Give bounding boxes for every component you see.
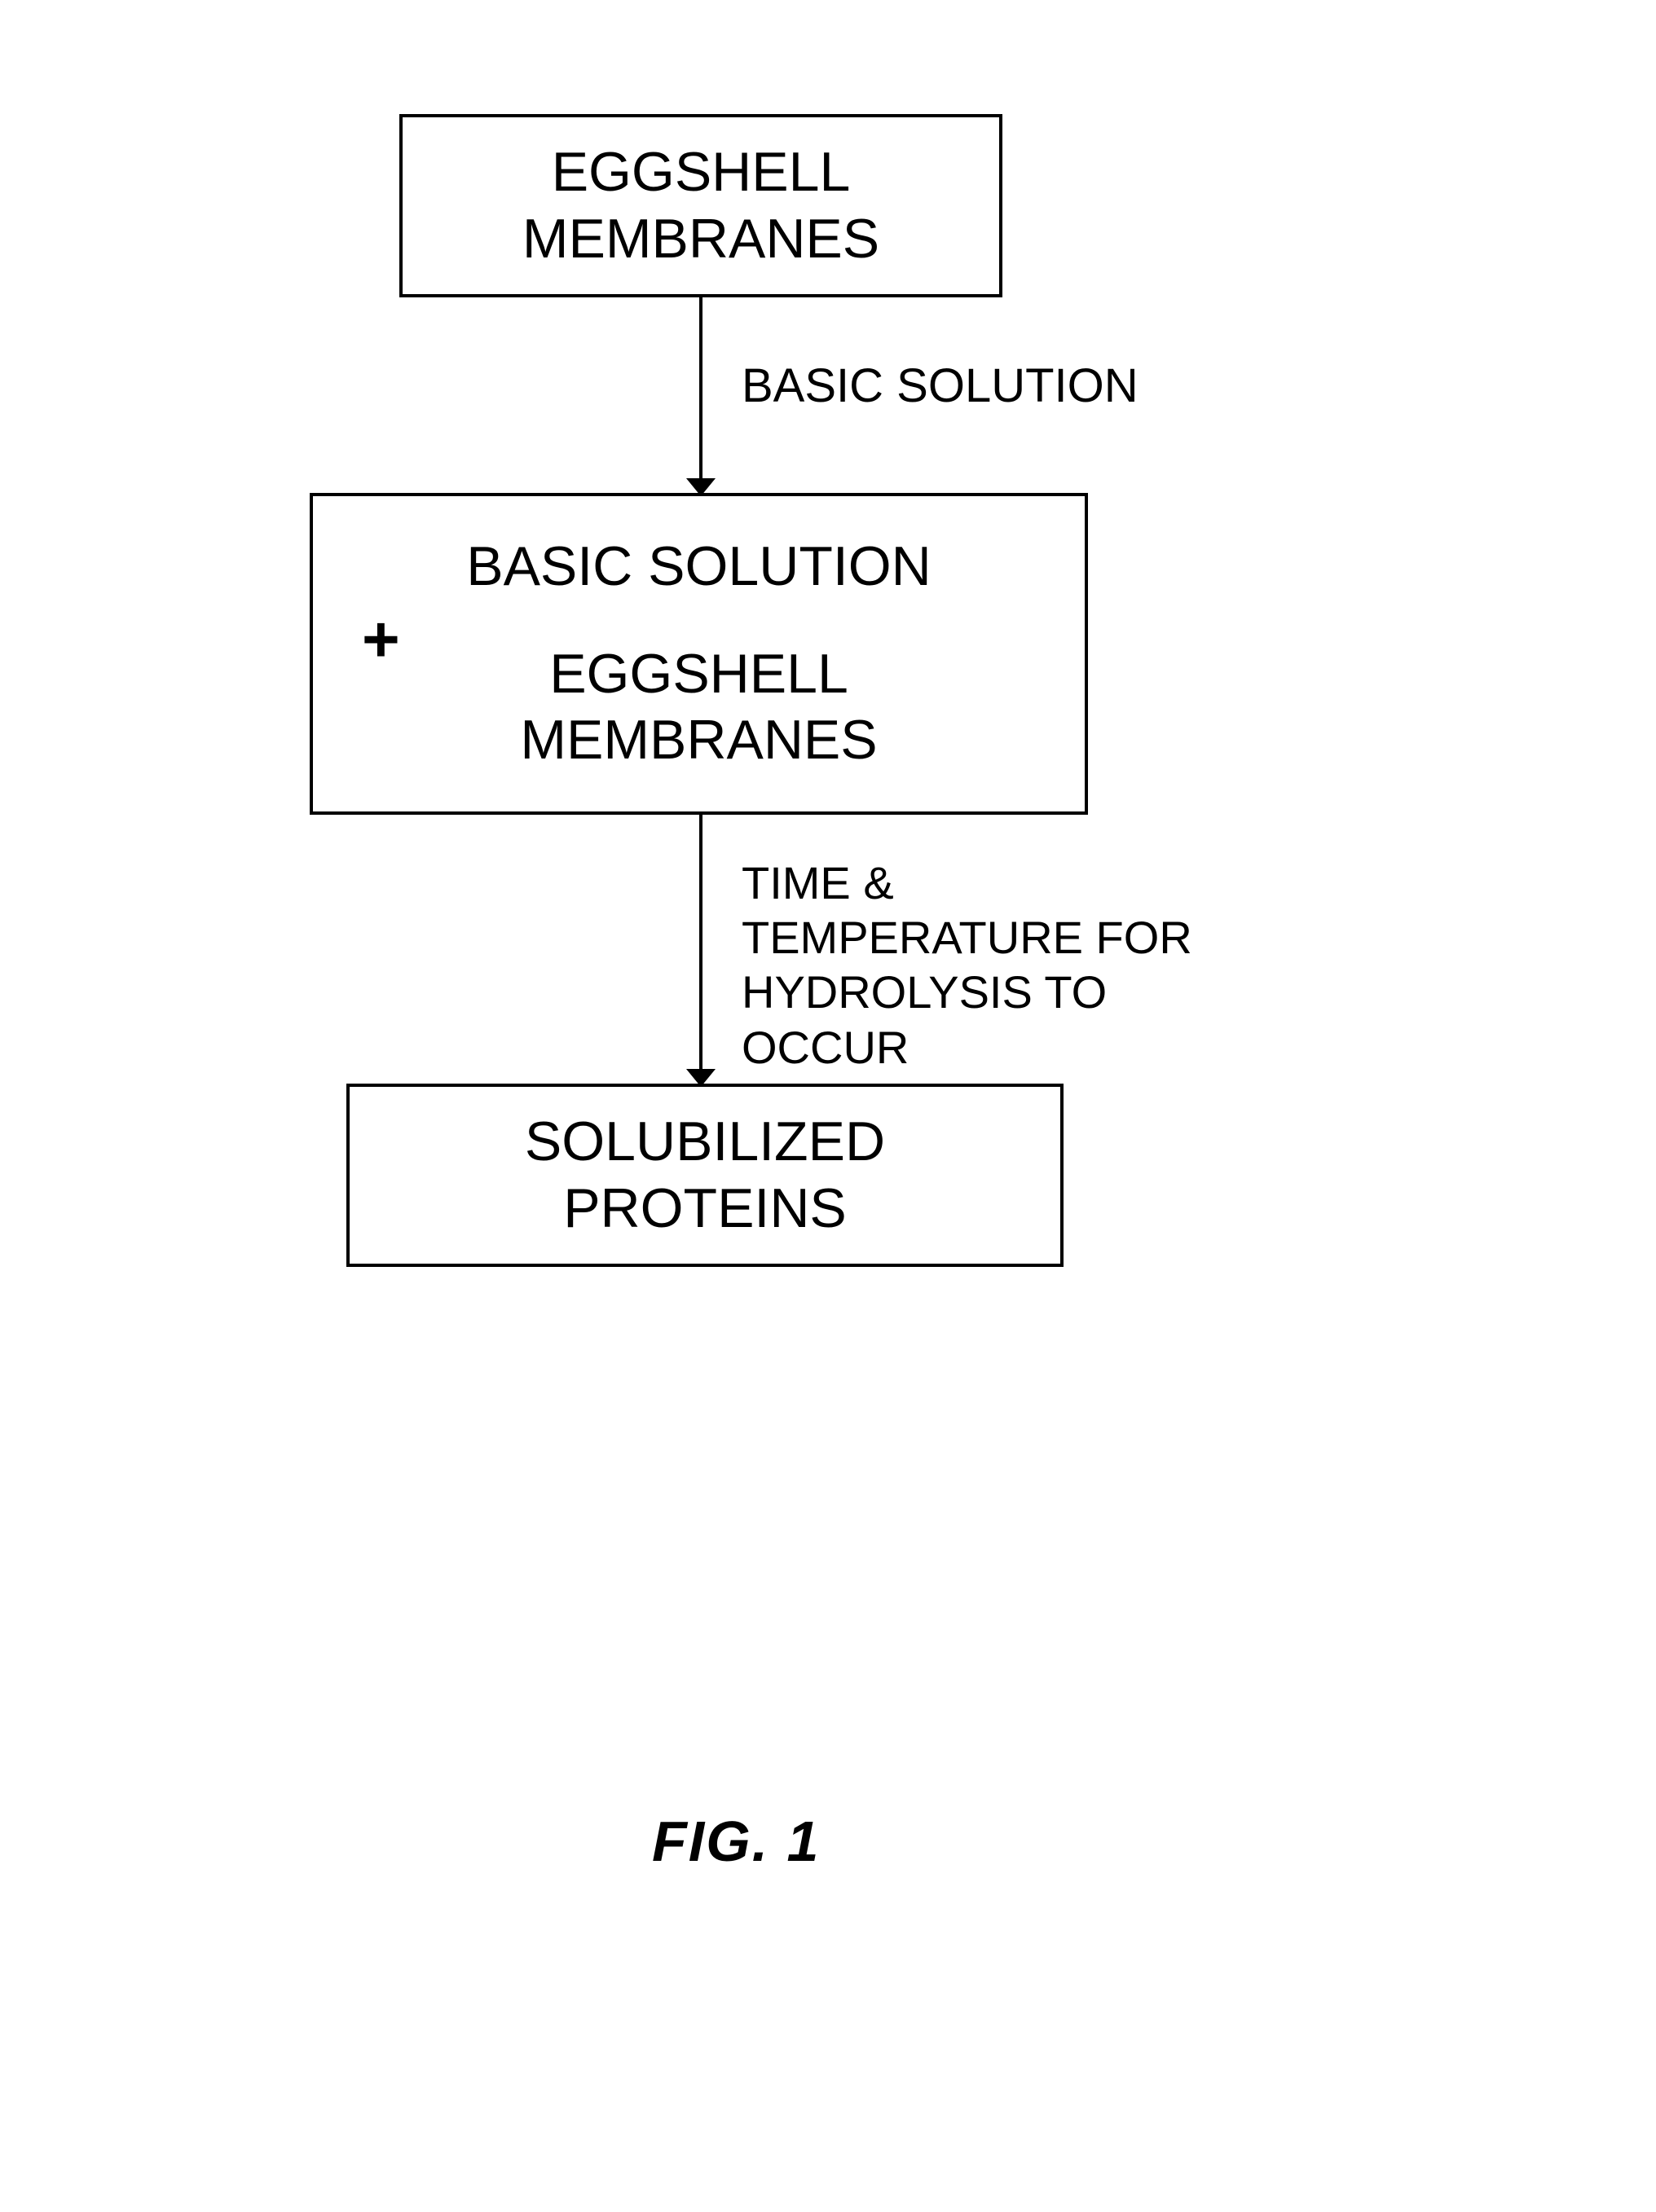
side-label-1: BASIC SOLUTION: [742, 358, 1231, 413]
flowchart-box-1: EGGSHELL MEMBRANES: [399, 114, 1002, 297]
box2-line1: BASIC SOLUTION: [466, 534, 932, 600]
box3-line2: PROTEINS: [563, 1176, 847, 1242]
side-label-2: TIME & TEMPERATURE FOR HYDROLYSIS TO OCC…: [742, 855, 1271, 1075]
arrow-2-line: [699, 815, 702, 1069]
side-label-2-line3: HYDROLYSIS TO: [742, 965, 1271, 1019]
figure-label: FIG. 1: [652, 1809, 820, 1874]
box2-line2: EGGSHELL: [549, 641, 848, 708]
figure-label-text: FIG. 1: [652, 1810, 820, 1873]
box1-line1: EGGSHELL: [552, 139, 851, 206]
box2-line3: MEMBRANES: [520, 707, 877, 774]
box1-line2: MEMBRANES: [522, 206, 879, 273]
box3-line1: SOLUBILIZED: [525, 1109, 885, 1176]
plus-icon: +: [362, 602, 400, 677]
side-label-1-text: BASIC SOLUTION: [742, 359, 1138, 412]
side-label-2-line4: OCCUR: [742, 1020, 1271, 1075]
side-label-2-line1: TIME &: [742, 855, 1271, 910]
arrow-1-line: [699, 297, 702, 478]
flowchart-box-2: BASIC SOLUTION EGGSHELL MEMBRANES +: [310, 493, 1088, 815]
flowchart-box-3: SOLUBILIZED PROTEINS: [346, 1084, 1064, 1267]
side-label-2-line2: TEMPERATURE FOR: [742, 910, 1271, 965]
